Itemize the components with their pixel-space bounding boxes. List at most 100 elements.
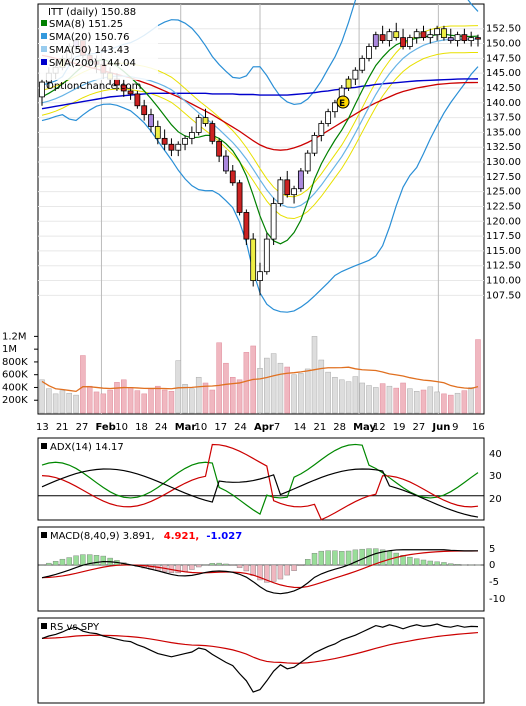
candle-body (434, 28, 441, 36)
volume-bar (141, 393, 147, 414)
macd-histogram-bar (475, 564, 481, 566)
macd-histogram-bar (291, 564, 297, 571)
candle-body (229, 170, 236, 184)
macd-histogram-bar (175, 564, 181, 574)
macd-histogram-bar (284, 564, 290, 576)
volume-tick-label: 1.2M (2, 331, 27, 342)
macd-histogram-bar (250, 564, 256, 576)
candle-body (148, 114, 154, 127)
volume-bar (311, 336, 318, 414)
price-tick-label: 107.50 (486, 290, 521, 301)
volume-tick-label: 400K (2, 382, 28, 393)
volume-bar (148, 388, 154, 414)
volume-bar (413, 391, 420, 414)
volume-bar (86, 385, 93, 414)
candle-body (291, 188, 297, 196)
candle-body (311, 134, 318, 154)
earnings-marker-icon (336, 95, 350, 109)
envelope-lower-line (41, 51, 479, 220)
volume-bar (434, 391, 440, 414)
volume-bar (168, 391, 175, 414)
volume-tick-label: 200K (2, 395, 28, 406)
price-tick-label: 127.50 (486, 172, 521, 183)
volume-bar (270, 353, 277, 414)
volume-bar (352, 376, 359, 414)
volume-bar (93, 391, 100, 414)
macd-histogram-bar (46, 562, 52, 566)
candle-body (454, 34, 461, 41)
price-tick-label: 145.00 (486, 68, 521, 79)
macd-name: MACD(8,40,9) 3.891, (50, 531, 155, 542)
watermark: OptionChance.com (46, 81, 141, 92)
candle-body (475, 37, 481, 40)
macd-histogram-bar (400, 555, 406, 566)
macd-histogram-bar (73, 555, 79, 566)
rs-line (41, 623, 479, 693)
volume-bar (304, 368, 311, 414)
date-tick-label: 14 (294, 422, 307, 433)
candle-body (345, 78, 352, 89)
macd-ytick-0: 0 (489, 560, 495, 571)
price-tick-label: 140.00 (486, 98, 521, 109)
macd-histogram-bar (298, 564, 304, 566)
candle-body (257, 271, 263, 281)
candle-body (393, 31, 400, 39)
volume-bar (325, 371, 331, 414)
macd-histogram-bar (182, 564, 188, 572)
candle-body (250, 238, 257, 281)
macd-histogram-bar (230, 564, 236, 566)
price-tick-label: 137.50 (486, 113, 521, 124)
volume-bar (100, 393, 107, 414)
chart-title: ITT (daily) 150.88 (48, 7, 136, 18)
date-tick-label: 7 (274, 422, 280, 433)
legend-sma20: SMA(20) 150.76 (49, 32, 130, 43)
macd-histogram-bar (257, 564, 263, 581)
macd-histogram-bar (277, 564, 284, 580)
price-tick-label: 150.00 (486, 39, 521, 50)
macd-histogram-bar (39, 564, 45, 566)
volume-bar (386, 385, 393, 414)
volume-bar (407, 388, 413, 414)
macd-histogram-bar (202, 564, 209, 566)
volume-bar (236, 379, 243, 414)
macd-histogram-bar (407, 556, 413, 566)
volume-bar (291, 374, 297, 414)
legend-sma200: SMA(200) 144.04 (49, 58, 136, 69)
macd-histogram-bar (195, 564, 202, 568)
candle-body (386, 31, 393, 41)
volume-bar (209, 389, 216, 414)
candle-body (427, 34, 434, 39)
volume-bar (400, 382, 406, 414)
candle-body (209, 123, 216, 142)
rs-ma-line (41, 631, 479, 664)
date-tick-label: 19 (393, 422, 406, 433)
candle-body (141, 105, 148, 116)
macd-histogram-bar (461, 564, 468, 566)
volume-bar (298, 373, 304, 414)
candle-body (154, 126, 161, 139)
price-tick-label: 112.50 (486, 261, 521, 272)
volume-bar (216, 342, 222, 414)
candle-body (216, 140, 223, 157)
volume-bar (107, 389, 113, 414)
candle-body (188, 132, 195, 139)
date-tick-label: 24 (155, 422, 168, 433)
macd-histogram-bar (86, 554, 93, 566)
adx-ytick-20: 20 (489, 494, 502, 505)
volume-bar (373, 387, 379, 414)
candle-body (359, 57, 366, 71)
macd-histogram-bar (325, 550, 331, 566)
date-tick-label: 10 (195, 422, 208, 433)
macd-ytick-m5: -5 (489, 577, 499, 588)
volume-bar (114, 382, 120, 414)
adx-ytick-40: 40 (489, 449, 502, 460)
candle-body (263, 238, 270, 273)
legend-swatch-sma200 (41, 59, 47, 65)
rs-panel-frame (37, 617, 485, 704)
macd-histogram-bar (264, 564, 270, 583)
volume-bar (454, 392, 461, 414)
volume-bar (127, 387, 134, 414)
price-tick-label: 117.50 (486, 231, 521, 242)
date-tick-label: Apr (254, 422, 274, 433)
